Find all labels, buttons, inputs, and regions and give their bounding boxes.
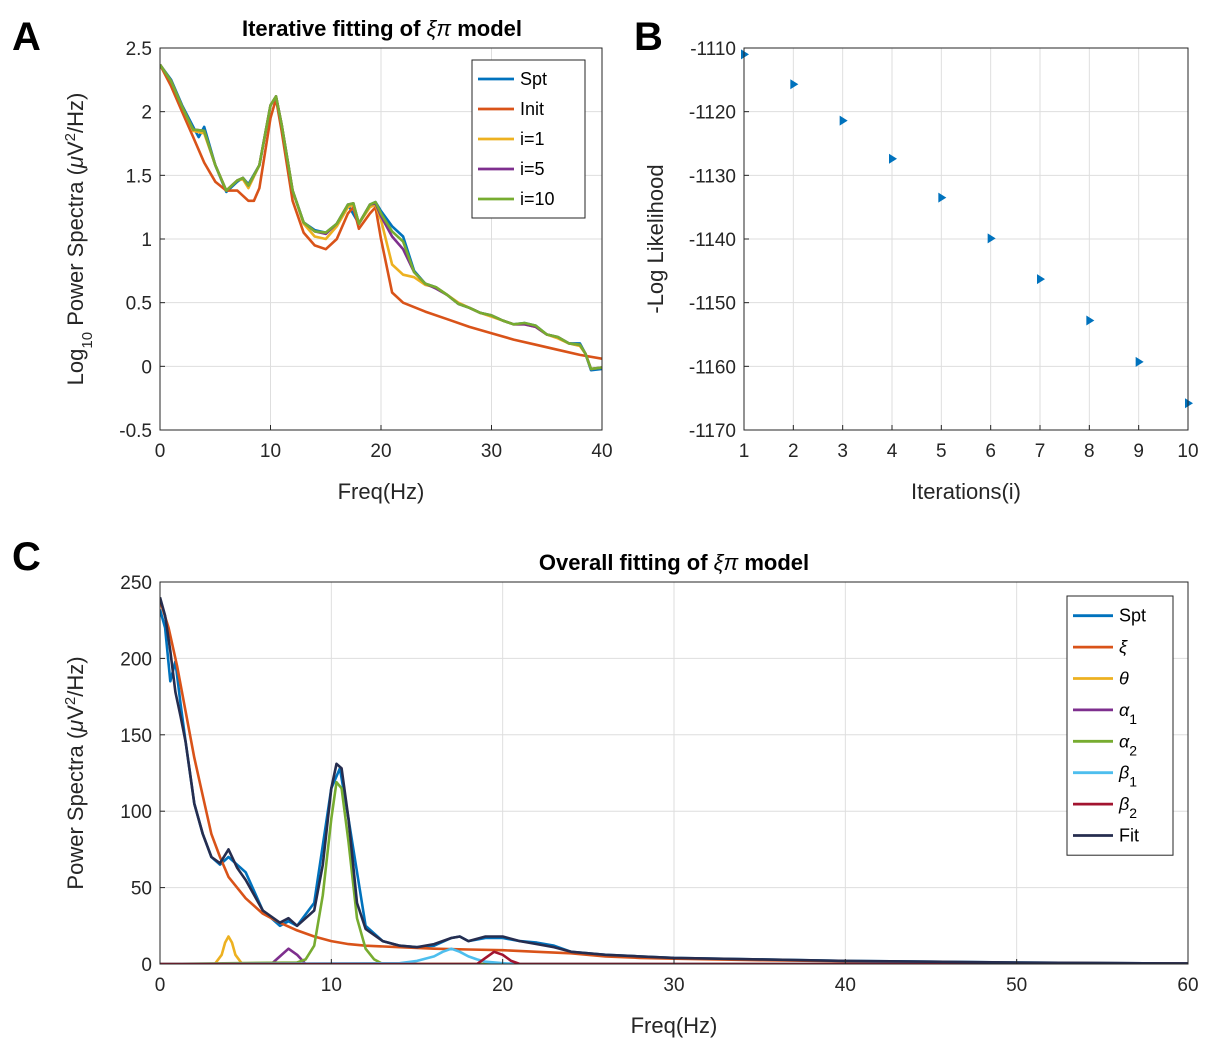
- panel-c-ytick-label: 50: [131, 879, 152, 900]
- panel-c-series-θ: [160, 935, 1188, 964]
- panel-c-series-β2: [160, 950, 1188, 964]
- panel-c-xlabel: Freq(Hz): [631, 1013, 718, 1038]
- panel-b-xtick-label: 9: [1133, 441, 1144, 462]
- panel-b-ytick-label: -1170: [689, 421, 736, 442]
- panel-a-legend-label: Spt: [520, 69, 547, 89]
- panel-b-xtick-label: 4: [887, 441, 898, 462]
- panel-c-xtick-label: 50: [1006, 975, 1027, 996]
- panel-c-legend-label: α1: [1119, 700, 1137, 727]
- panel-c-ytick-label: 100: [120, 802, 152, 823]
- panel-b-ylabel: -Log Likelihood: [643, 164, 668, 313]
- panel-letter-a: A: [12, 15, 41, 59]
- panel-c-legend-label: θ: [1119, 669, 1129, 689]
- panel-b-ytick-label: -1120: [689, 103, 736, 124]
- panel-a-ytick-label: 2: [141, 103, 152, 124]
- panel-c-ytick-label: 0: [141, 955, 152, 976]
- panel-b-point-7: [1037, 274, 1045, 285]
- panel-c-xtick-label: 0: [155, 975, 166, 996]
- panel-c-ytick-label: 150: [120, 726, 152, 747]
- panel-b-xtick-label: 6: [985, 441, 996, 462]
- panel-b-point-6: [987, 233, 996, 244]
- panel-c-xtick-label: 20: [492, 975, 513, 996]
- panel-a-xtick-label: 40: [591, 441, 612, 462]
- panel-a-xtick-label: 30: [481, 441, 502, 462]
- panel-a-xtick-label: 0: [155, 441, 166, 462]
- panel-b-point-8: [1086, 315, 1095, 326]
- panel-c-xtick-label: 10: [321, 975, 342, 996]
- panel-b-ytick-label: -1140: [689, 230, 736, 251]
- panel-a-legend-label: Init: [520, 99, 544, 119]
- panel-b-xtick-label: 1: [739, 441, 750, 462]
- panel-b-xtick-label: 10: [1177, 441, 1198, 462]
- chart-b: 1 2 3 4 5 6 7 8 9 10 -1170 -1160 -1150 -1140 -1130 -112…: [643, 39, 1199, 504]
- panel-c-xtick-label: 60: [1177, 975, 1198, 996]
- panel-a-title: Iterative fitting of ξπ model: [242, 16, 522, 41]
- panel-b-point-3: [839, 115, 848, 126]
- panel-b-xtick-label: 2: [788, 441, 799, 462]
- panel-b-point-10: [1185, 398, 1193, 409]
- panel-a-xlabel: Freq(Hz): [338, 479, 425, 504]
- panel-letter-b: B: [634, 15, 663, 59]
- panel-b-point-2: [790, 79, 799, 90]
- panel-c-ylabel: Power Spectra (μV2/Hz): [62, 656, 89, 889]
- panel-c-legend: Spt ξθ α1 α2 β1 β2 Fit: [1066, 595, 1174, 856]
- panel-b-point-5: [938, 192, 947, 203]
- panel-b-point-4: [889, 153, 897, 164]
- panel-c-legend-label: Fit: [1119, 826, 1139, 846]
- panel-c-ytick-label: 250: [120, 573, 152, 594]
- panel-a-xtick-label: 20: [370, 441, 391, 462]
- chart-c: 0 10 20 30 40 50 60 0 50 100 150 200 250 Freq(Hz) Powe…: [62, 573, 1199, 1038]
- panel-c-legend-label: Spt: [1119, 606, 1146, 626]
- panel-b-ytick-label: -1130: [689, 166, 736, 187]
- panel-b-point-9: [1135, 356, 1144, 367]
- panel-a-ytick-label: 1.5: [126, 166, 152, 187]
- panel-a-series-i=10: [160, 63, 602, 371]
- panel-b-point-1: [741, 49, 749, 60]
- panel-c-ytick-label: 200: [120, 649, 152, 670]
- panel-c-series-α1: [160, 947, 1188, 964]
- panel-c-legend-label: β1: [1118, 763, 1137, 790]
- panel-a-legend: Spt Init i=1 i=5 i=10: [471, 59, 586, 219]
- panel-c-title: Overall fitting of ξπ model: [539, 550, 809, 575]
- panel-a-ytick-label: 0.5: [126, 294, 152, 315]
- panel-c-xtick-label: 40: [835, 975, 856, 996]
- panel-a-ytick-label: 1: [141, 230, 152, 251]
- panel-a-ylabel: Log10 Power Spectra (μV2/Hz): [62, 93, 96, 386]
- panel-a-ytick-label: 0: [141, 357, 152, 378]
- panel-c-legend-label: β2: [1118, 794, 1137, 821]
- panel-c-legend-label: ξ: [1119, 637, 1128, 657]
- panel-c-legend-label: α2: [1119, 731, 1137, 758]
- panel-b-xlabel: Iterations(i): [911, 479, 1021, 504]
- panel-b-xtick-label: 3: [837, 441, 848, 462]
- panel-b-xtick-label: 7: [1035, 441, 1046, 462]
- panel-b-ytick-label: -1160: [689, 357, 736, 378]
- panel-a-legend-label: i=1: [520, 129, 545, 149]
- panel-c-series-Fit: [160, 596, 1188, 964]
- panel-a-legend-label: i=5: [520, 159, 545, 179]
- panel-letter-c: C: [12, 535, 41, 579]
- panel-a-xtick-label: 10: [260, 441, 281, 462]
- panel-b-xtick-label: 5: [936, 441, 947, 462]
- panel-a-ytick-label: 2.5: [126, 39, 152, 60]
- panel-b-ytick-label: -1150: [689, 294, 736, 315]
- panel-c-xtick-label: 30: [663, 975, 684, 996]
- panel-a-ytick-label: -0.5: [119, 421, 152, 442]
- panel-c-series-α2: [160, 780, 1188, 964]
- panel-b-ytick-label: -1110: [690, 39, 736, 60]
- panel-b-xtick-label: 8: [1084, 441, 1095, 462]
- panel-a-legend-label: i=10: [520, 189, 555, 209]
